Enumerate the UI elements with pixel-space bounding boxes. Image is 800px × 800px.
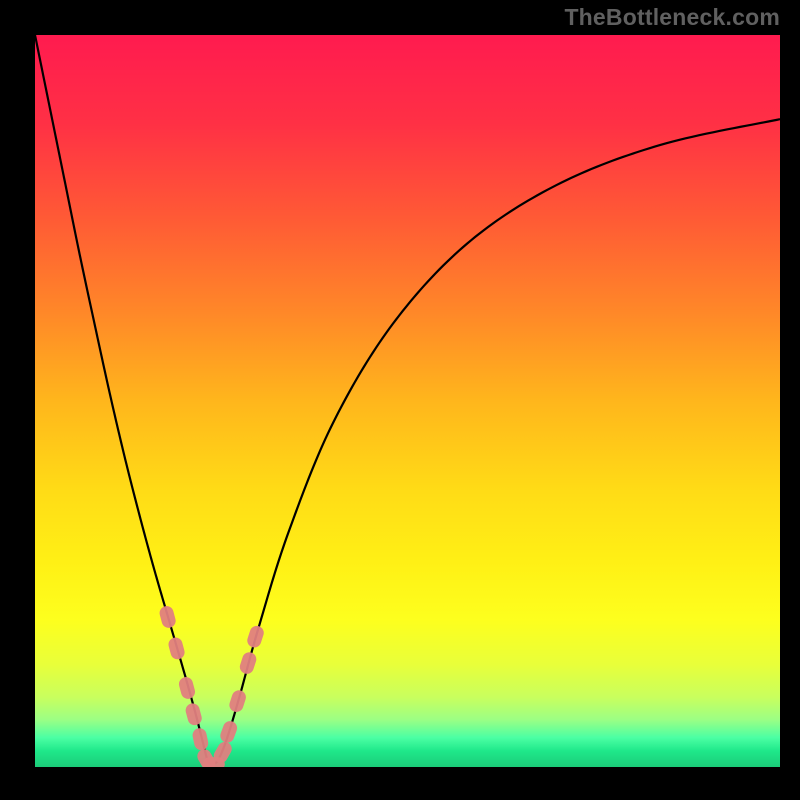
curve-marker <box>238 650 258 675</box>
curve-marker <box>158 605 177 630</box>
curve-layer <box>35 35 780 767</box>
curve-marker <box>228 688 248 713</box>
curve-marker <box>245 624 265 649</box>
v-curve <box>35 35 780 764</box>
curve-marker <box>167 636 186 661</box>
plot-area <box>35 35 780 767</box>
curve-marker <box>184 702 203 727</box>
curve-marker <box>191 727 209 751</box>
chart-container: TheBottleneck.com <box>0 0 800 800</box>
curve-marker <box>218 719 239 744</box>
watermark-label: TheBottleneck.com <box>564 4 780 31</box>
curve-marker <box>177 676 196 701</box>
